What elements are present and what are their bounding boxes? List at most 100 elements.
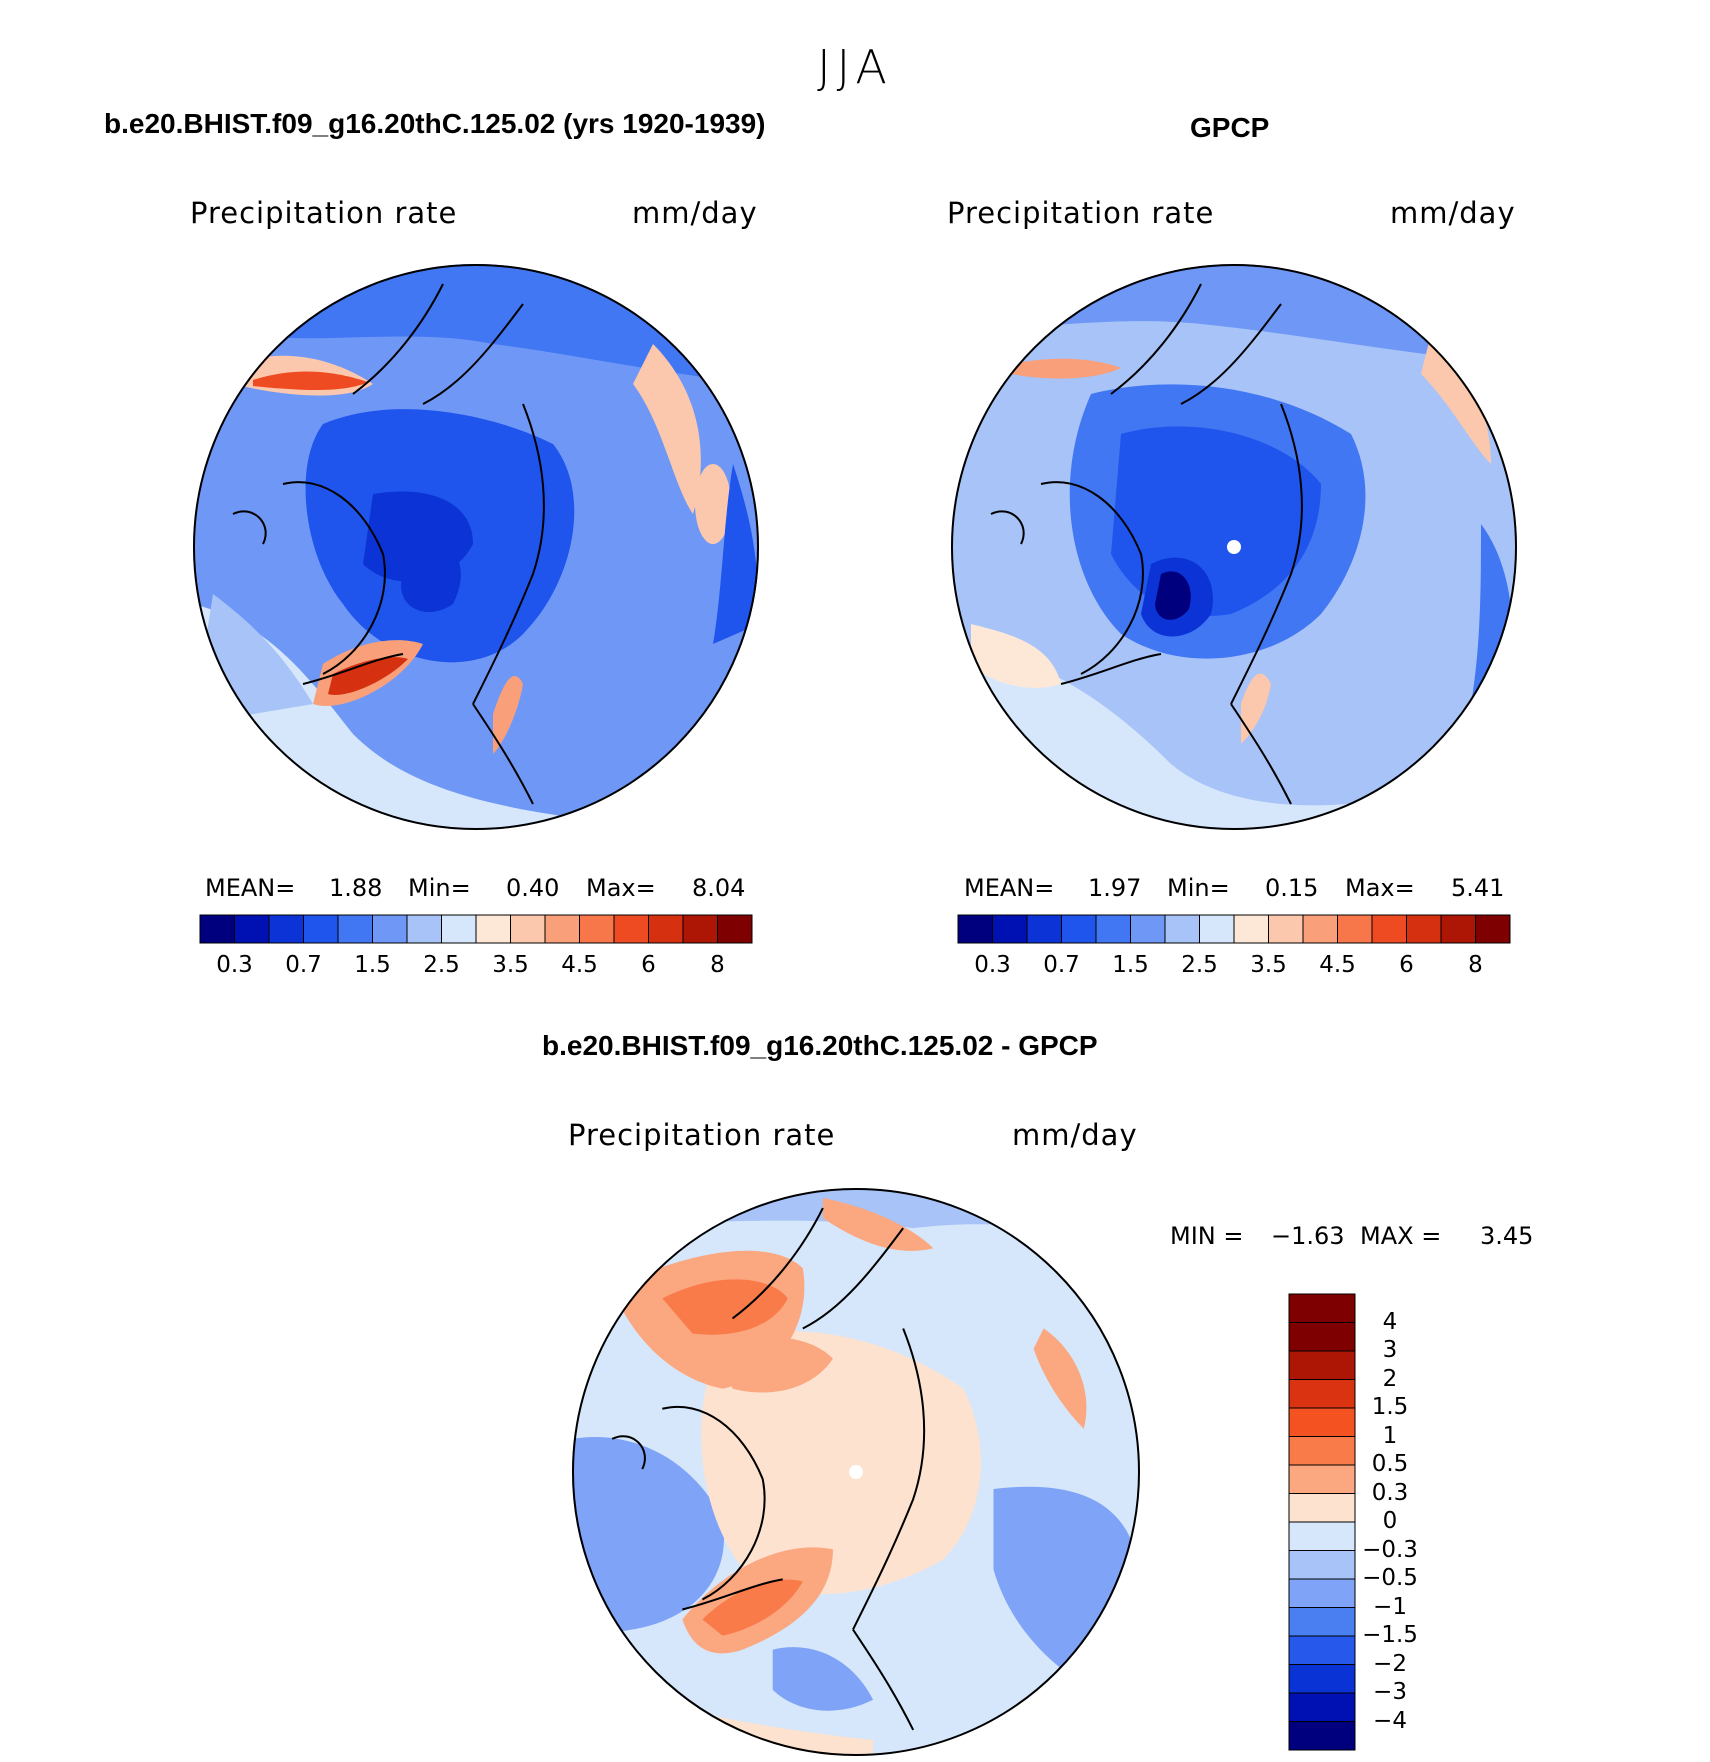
colorbar-swatch (717, 914, 753, 944)
panel-2-title: GPCP (1190, 112, 1270, 143)
panel-1-mean-value: 1.88 (329, 874, 383, 902)
colorbar-tick-label: 3.5 (492, 952, 529, 978)
diff-colorbar-swatch (1288, 1635, 1356, 1665)
diff-colorbar-tick-label: 0.5 (1371, 1451, 1409, 1477)
colorbar-swatch (648, 914, 684, 944)
diff-panel-map (572, 1188, 1140, 1756)
panel-1-colorbar (199, 914, 753, 944)
diff-colorbar-tick-label: 3 (1382, 1337, 1398, 1363)
diff-colorbar-swatch (1288, 1664, 1356, 1694)
colorbar-swatch (1164, 914, 1200, 944)
colorbar-tick-label: 2.5 (423, 952, 460, 978)
diff-colorbar-swatch (1288, 1293, 1356, 1323)
colorbar-swatch (337, 914, 373, 944)
diff-colorbar-ticks: 4 3 2 1.5 1 0.5 0.3 0 −0.3 −0.5 −1 −1.5 −2 −3 −4 (1355, 1294, 1445, 1750)
colorbar-swatch (544, 914, 580, 944)
panel-1-title: b.e20.BHIST.f09_g16.20thC.125.02 (yrs 19… (104, 108, 766, 139)
colorbar-swatch (1440, 914, 1476, 944)
colorbar-swatch (475, 914, 511, 944)
colorbar-tick-label: 4.5 (1319, 952, 1356, 978)
colorbar-tick-label: 0.7 (1043, 952, 1080, 978)
diff-colorbar-tick-label: −3 (1373, 1679, 1407, 1705)
colorbar-tick-label: 8 (1468, 952, 1483, 978)
colorbar-tick-label: 6 (1399, 952, 1414, 978)
diff-colorbar-tick-label: 1.5 (1371, 1394, 1409, 1420)
diff-colorbar-tick-label: 2 (1382, 1365, 1398, 1392)
colorbar-swatch (234, 914, 270, 944)
panel-2-mean-label: MEAN= (964, 874, 1055, 902)
diff-colorbar-swatch (1288, 1322, 1356, 1352)
panel-2-variable: Precipitation rate (947, 196, 1215, 230)
panel-1-min-value: 0.40 (506, 874, 560, 902)
colorbar-swatch (1130, 914, 1166, 944)
colorbar-swatch (1095, 914, 1131, 944)
colorbar-swatch (613, 914, 649, 944)
colorbar-swatch (1026, 914, 1062, 944)
panel-1-colorbar-ticks: 0.3 0.7 1.5 2.5 3.5 4.5 6 8 (200, 952, 752, 982)
colorbar-swatch (199, 914, 235, 944)
panel-2-colorbar (957, 914, 1511, 944)
colorbar-tick-label: 0.3 (974, 952, 1011, 978)
colorbar-swatch (406, 914, 442, 944)
colorbar-swatch (1337, 914, 1373, 944)
diff-colorbar-swatch (1288, 1721, 1356, 1751)
season-title: JJA (817, 40, 893, 94)
panel-1-max-value: 8.04 (692, 874, 746, 902)
panel-1-map (193, 264, 759, 830)
diff-max-value: 3.45 (1480, 1222, 1534, 1250)
colorbar-tick-label: 3.5 (1250, 952, 1287, 978)
diff-colorbar-tick-label: −1 (1373, 1593, 1407, 1620)
panel-2-min-value: 0.15 (1265, 874, 1319, 902)
panel-1-mean-label: MEAN= (205, 874, 296, 902)
colorbar-tick-label: 4.5 (561, 952, 598, 978)
colorbar-tick-label: 6 (641, 952, 656, 978)
colorbar-swatch (1199, 914, 1235, 944)
diff-colorbar-swatch (1288, 1407, 1356, 1437)
diff-colorbar-tick-label: 0.3 (1371, 1479, 1409, 1506)
colorbar-swatch (1061, 914, 1097, 944)
diff-colorbar-swatch (1288, 1607, 1356, 1637)
colorbar-swatch (1268, 914, 1304, 944)
colorbar-swatch (268, 914, 304, 944)
diff-colorbar-swatch (1288, 1550, 1356, 1580)
diff-colorbar-tick-label: 4 (1382, 1308, 1398, 1335)
diff-max-label: MAX = (1360, 1222, 1442, 1250)
panel-2-max-value: 5.41 (1451, 874, 1505, 902)
colorbar-swatch (957, 914, 993, 944)
diff-min-label: MIN = (1170, 1222, 1244, 1250)
diff-colorbar-swatch (1288, 1436, 1356, 1466)
colorbar-swatch (1371, 914, 1407, 944)
colorbar-swatch (510, 914, 546, 944)
colorbar-swatch (1406, 914, 1442, 944)
panel-2-mean-value: 1.97 (1088, 874, 1142, 902)
diff-panel-units: mm/day (1012, 1118, 1138, 1152)
colorbar-swatch (579, 914, 615, 944)
colorbar-tick-label: 2.5 (1181, 952, 1218, 978)
diff-colorbar-swatch (1288, 1521, 1356, 1551)
panel-2-map (951, 264, 1517, 830)
colorbar-swatch (1233, 914, 1269, 944)
panel-1-variable: Precipitation rate (190, 196, 458, 230)
colorbar-swatch (303, 914, 339, 944)
diff-colorbar-tick-label: 1 (1382, 1422, 1398, 1449)
diff-colorbar-swatch (1288, 1464, 1356, 1494)
panel-2-units: mm/day (1390, 196, 1516, 230)
colorbar-tick-label: 1.5 (354, 952, 391, 978)
diff-colorbar-tick-label: −0.3 (1362, 1536, 1418, 1563)
colorbar-tick-label: 0.3 (216, 952, 253, 978)
colorbar-tick-label: 0.7 (285, 952, 322, 978)
colorbar-swatch (992, 914, 1028, 944)
colorbar-tick-label: 1.5 (1112, 952, 1149, 978)
panel-2-max-label: Max= (1345, 874, 1415, 902)
panel-2-min-label: Min= (1167, 874, 1230, 902)
panel-1-min-label: Min= (408, 874, 471, 902)
panel-1-max-label: Max= (586, 874, 656, 902)
diff-colorbar-tick-label: 0 (1382, 1508, 1398, 1534)
colorbar-swatch (682, 914, 718, 944)
diff-colorbar-tick-label: −4 (1373, 1707, 1407, 1734)
diff-colorbar-swatch (1288, 1493, 1356, 1523)
diff-colorbar-tick-label: −2 (1373, 1650, 1407, 1677)
colorbar-swatch (372, 914, 408, 944)
diff-colorbar-swatch (1288, 1379, 1356, 1409)
diff-min-value: −1.63 (1271, 1222, 1345, 1250)
